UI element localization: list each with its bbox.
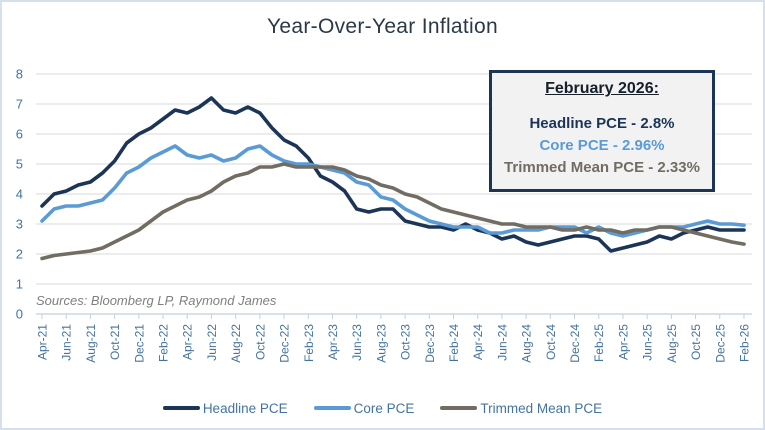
svg-text:Feb-22: Feb-22 xyxy=(157,324,171,362)
headline-pce-line xyxy=(40,96,746,253)
annotation-box: February 2026: Headline PCE - 2.8% Core … xyxy=(489,70,715,192)
svg-text:Dec-25: Dec-25 xyxy=(713,324,727,363)
svg-text:Dec-23: Dec-23 xyxy=(423,324,437,363)
svg-text:Jun-22: Jun-22 xyxy=(205,324,219,361)
annotation-headline-pce: Headline PCE - 2.8% xyxy=(529,115,675,132)
svg-text:Feb-25: Feb-25 xyxy=(592,324,606,362)
svg-text:Dec-22: Dec-22 xyxy=(278,324,292,363)
svg-text:Dec-24: Dec-24 xyxy=(568,324,582,363)
svg-text:Dec-21: Dec-21 xyxy=(132,324,146,363)
svg-text:Aug-23: Aug-23 xyxy=(374,324,388,363)
annotation-trimmed-mean-pce: Trimmed Mean PCE - 2.33% xyxy=(504,159,700,176)
x-axis-labels: Apr-21 Jun-21 Aug-21 Oct-21 Dec-21 Feb-22 Apr-… xyxy=(36,324,752,363)
legend-item-trimmed-mean-pce: Trimmed Mean PCE xyxy=(440,401,602,416)
x-axis xyxy=(36,313,752,319)
trimmed-mean-pce-line xyxy=(40,162,746,261)
core-pce-line xyxy=(40,144,746,238)
svg-text:Aug-21: Aug-21 xyxy=(84,324,98,363)
core-pce-line-swatch xyxy=(313,406,351,410)
svg-text:Feb-24: Feb-24 xyxy=(447,324,461,362)
svg-text:Oct-25: Oct-25 xyxy=(689,324,703,360)
svg-text:2: 2 xyxy=(16,247,23,262)
svg-text:Oct-23: Oct-23 xyxy=(399,324,413,360)
legend-item-headline-pce: Headline PCE xyxy=(162,400,288,416)
svg-text:Apr-21: Apr-21 xyxy=(36,324,50,360)
svg-text:0: 0 xyxy=(16,307,23,322)
svg-text:5: 5 xyxy=(16,157,23,172)
svg-text:Oct-24: Oct-24 xyxy=(544,324,558,360)
legend-label: Headline PCE xyxy=(202,400,288,416)
svg-text:Apr-24: Apr-24 xyxy=(471,324,485,360)
chart-legend: Headline PCE Core PCE Trimmed Mean PCE xyxy=(2,397,763,419)
svg-text:1: 1 xyxy=(16,277,23,292)
svg-text:Feb-23: Feb-23 xyxy=(302,324,316,362)
svg-text:4: 4 xyxy=(16,187,23,202)
svg-text:Oct-21: Oct-21 xyxy=(108,324,122,360)
svg-text:8: 8 xyxy=(16,67,23,82)
svg-text:Oct-22: Oct-22 xyxy=(253,324,267,360)
svg-text:3: 3 xyxy=(16,217,23,232)
svg-text:6: 6 xyxy=(16,127,23,142)
legend-label: Trimmed Mean PCE xyxy=(480,400,603,416)
series-lines xyxy=(40,96,746,261)
svg-text:Aug-24: Aug-24 xyxy=(520,324,534,363)
svg-text:Aug-22: Aug-22 xyxy=(229,324,243,363)
svg-text:Jun-23: Jun-23 xyxy=(350,324,364,361)
chart-title: Year-Over-Year Inflation xyxy=(267,15,498,38)
svg-text:Aug-25: Aug-25 xyxy=(665,324,679,363)
svg-text:Jun-24: Jun-24 xyxy=(495,324,509,361)
annotation-core-pce: Core PCE - 2.96% xyxy=(539,137,665,154)
y-axis-labels: 0 1 2 3 4 5 6 7 8 xyxy=(16,67,23,322)
svg-text:Apr-23: Apr-23 xyxy=(326,324,340,360)
svg-text:Feb-26: Feb-26 xyxy=(737,324,751,362)
annotation-heading: February 2026: xyxy=(545,80,659,97)
legend-label: Core PCE xyxy=(353,400,415,416)
trimmed-mean-pce-line-swatch xyxy=(440,406,478,410)
headline-pce-line-swatch xyxy=(162,406,200,410)
legend-item-core-pce: Core PCE xyxy=(313,400,415,416)
svg-text:Jun-25: Jun-25 xyxy=(641,324,655,361)
svg-text:Apr-25: Apr-25 xyxy=(616,324,630,360)
svg-text:Apr-22: Apr-22 xyxy=(181,324,195,360)
sources-note: Sources: Bloomberg LP, Raymond James xyxy=(36,293,277,308)
svg-text:Jun-21: Jun-21 xyxy=(60,324,74,361)
svg-text:7: 7 xyxy=(16,97,23,112)
